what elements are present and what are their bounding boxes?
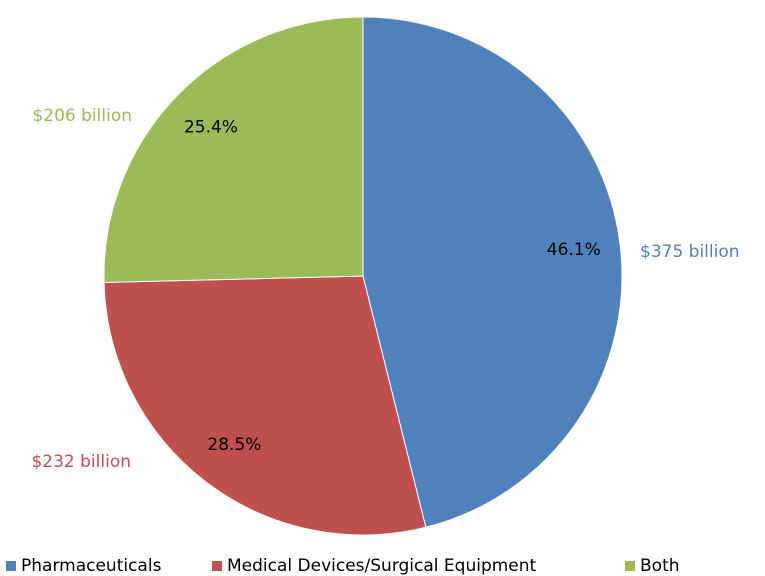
- percent-label: 46.1%: [547, 240, 601, 260]
- legend-swatch: [212, 561, 222, 571]
- legend-swatch: [625, 561, 635, 571]
- amount-label: $232 billion: [31, 452, 131, 472]
- amount-label: $206 billion: [32, 106, 132, 126]
- percent-label: 25.4%: [184, 118, 238, 138]
- legend-label: Pharmaceuticals: [21, 556, 162, 576]
- pie-slice: [103, 275, 427, 536]
- legend-label: Both: [640, 556, 680, 576]
- legend-swatch: [6, 561, 16, 571]
- amount-label: $375 billion: [640, 242, 740, 262]
- legend-label: Medical Devices/Surgical Equipment: [227, 556, 537, 576]
- pie-slice: [103, 16, 364, 284]
- pie-slice: [362, 16, 623, 528]
- percent-label: 28.5%: [207, 435, 261, 455]
